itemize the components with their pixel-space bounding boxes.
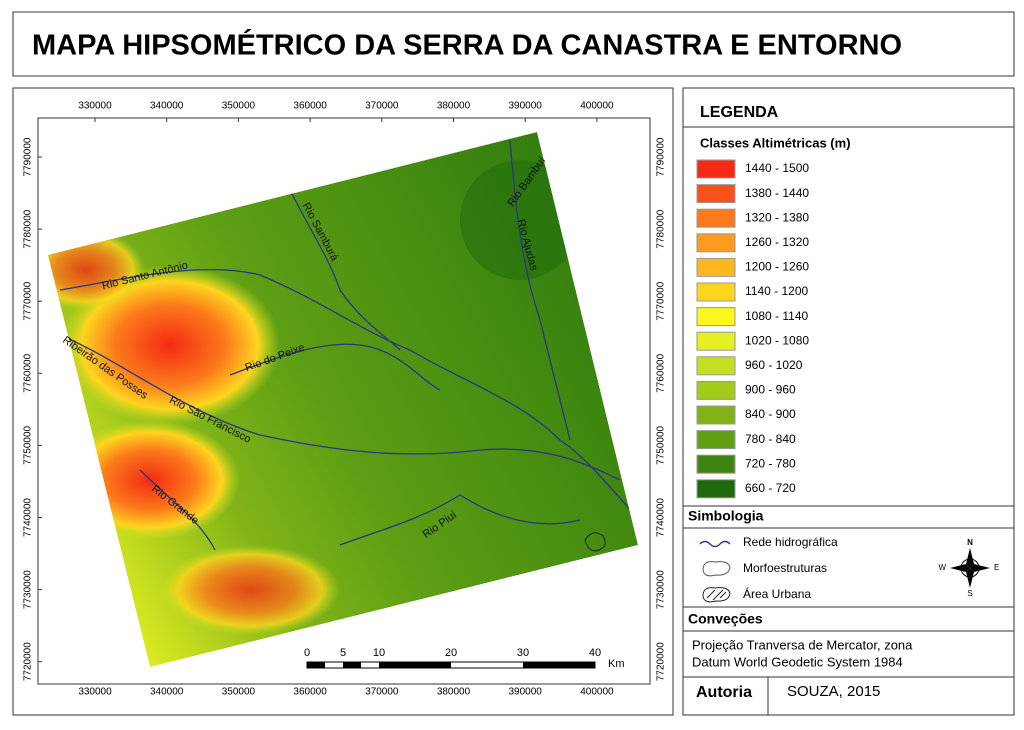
coordinates: 330000 330000 340000 340000 350000 350000 3600…: [23, 101, 667, 698]
class-swatch: [696, 331, 736, 351]
x-coord-label: 330000: [78, 101, 112, 112]
class-swatch: [696, 356, 736, 376]
classes-title: Classes Altimétricas (m): [700, 135, 851, 150]
class-swatch: [696, 233, 736, 253]
y-coord-label: 7770000: [23, 281, 34, 320]
class-swatch: [696, 307, 736, 327]
class-label: 780 - 840: [745, 432, 796, 446]
x-coord-label: 400000: [580, 101, 614, 112]
classes: 1440 - 1500 1380 - 1440 1320 - 1380 1260 - …: [696, 159, 809, 499]
class-label: 1200 - 1260: [745, 260, 809, 274]
rivers: [59, 139, 638, 551]
x-coord-label: 340000: [150, 687, 184, 698]
scale-label: 0: [304, 647, 310, 659]
y-coord-label: 7790000: [23, 137, 34, 176]
scale-unit: Km: [608, 658, 625, 670]
scale-label: 40: [589, 647, 601, 659]
scale-label: 5: [340, 647, 346, 659]
class-swatch: [696, 282, 736, 302]
y-coord-label: 7740000: [23, 498, 34, 537]
y-coord-label: 7730000: [656, 570, 667, 609]
convention: Projeção Tranversa de Mercator, zona: [692, 637, 913, 652]
class-label: 1140 - 1200: [745, 284, 808, 298]
compass-n: N: [967, 538, 973, 547]
scale-bar: Km 0 5 10 20 30 40: [304, 647, 625, 670]
class-label: 1020 - 1080: [745, 333, 809, 347]
y-coord-label: 7760000: [656, 353, 667, 392]
x-coord-label: 380000: [437, 101, 471, 112]
symbology-title: Simbologia: [688, 508, 764, 524]
legend-box: [682, 87, 1015, 716]
x-coord-label: 370000: [365, 687, 399, 698]
y-coord-label: 7720000: [23, 642, 34, 681]
authorship-label: Autoria: [696, 684, 752, 701]
symbol-label: Área Urbana: [743, 586, 811, 601]
y-coord-label: 7760000: [23, 353, 34, 392]
x-coord-label: 370000: [365, 101, 399, 112]
class-label: 960 - 1020: [745, 358, 803, 372]
x-coord-label: 390000: [509, 687, 543, 698]
class-label: 1260 - 1320: [745, 235, 809, 249]
title: MAPA HIPSOMÉTRICO DA SERRA DA CANASTRA E…: [32, 28, 902, 62]
y-coord-label: 7740000: [656, 498, 667, 537]
class-swatch: [696, 159, 736, 179]
x-coord-label: 360000: [293, 101, 327, 112]
x-coord-label: 330000: [78, 687, 112, 698]
class-swatch: [696, 479, 736, 499]
river-symbol: [699, 540, 731, 548]
map-neatline: [37, 117, 651, 685]
symbol-label: Rede hidrográfica: [743, 535, 838, 549]
compass-e: E: [994, 563, 999, 572]
y-coord-label: 7750000: [23, 425, 34, 464]
class-swatch: [696, 208, 736, 228]
y-coord-label: 7750000: [656, 425, 667, 464]
x-coord-label: 350000: [222, 687, 256, 698]
class-swatch: [696, 380, 736, 400]
x-coord-label: 390000: [509, 101, 543, 112]
x-coord-label: 380000: [437, 687, 471, 698]
class-label: 900 - 960: [745, 383, 796, 397]
map-frame: [12, 87, 674, 716]
title-box: [12, 11, 1015, 77]
class-label: 660 - 720: [745, 481, 796, 495]
y-coord-label: 7720000: [656, 642, 667, 681]
y-coord-label: 7790000: [656, 137, 667, 176]
class-swatch: [696, 184, 736, 204]
class-label: 840 - 900: [745, 407, 796, 421]
class-label: 1380 - 1440: [745, 186, 809, 200]
compass-w: W: [938, 563, 946, 572]
y-coord-label: 7780000: [656, 209, 667, 248]
map-raster: [48, 132, 638, 667]
y-coord-label: 7730000: [23, 570, 34, 609]
urban-symbol: [702, 587, 731, 603]
legend-title: LEGENDA: [700, 104, 779, 121]
class-swatch: [696, 430, 736, 450]
scale-label: 20: [445, 647, 457, 659]
scale-label: 10: [373, 647, 385, 659]
compass-s: S: [967, 589, 972, 598]
x-coord-label: 340000: [150, 101, 184, 112]
y-coord-label: 7780000: [23, 209, 34, 248]
authorship: SOUZA, 2015: [787, 683, 880, 700]
morpho-symbol: [702, 561, 731, 577]
y-coord-label: 7770000: [656, 281, 667, 320]
class-label: 720 - 780: [745, 456, 796, 470]
class-swatch: [696, 454, 736, 474]
scale-label: 30: [517, 647, 529, 659]
convention: Datum World Geodetic System 1984: [692, 654, 903, 669]
compass: N S E W: [938, 538, 999, 598]
class-swatch: [696, 257, 736, 277]
class-label: 1320 - 1380: [745, 210, 809, 224]
class-swatch: [696, 405, 736, 425]
x-coord-label: 350000: [222, 101, 256, 112]
class-label: 1080 - 1140: [745, 309, 808, 323]
symbol-label: Morfoestruturas: [743, 561, 827, 575]
urban-area: [584, 532, 606, 552]
conventions-title: Conveções: [688, 611, 763, 627]
class-label: 1440 - 1500: [745, 161, 809, 175]
x-coord-label: 360000: [293, 687, 327, 698]
x-coord-label: 400000: [580, 687, 614, 698]
